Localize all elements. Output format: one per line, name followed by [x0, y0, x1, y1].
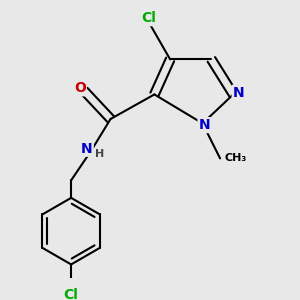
Text: O: O	[74, 81, 86, 95]
Text: Cl: Cl	[141, 11, 156, 25]
Text: CH₃: CH₃	[224, 153, 247, 164]
Text: N: N	[81, 142, 93, 156]
Text: N: N	[233, 86, 244, 100]
Text: Cl: Cl	[64, 288, 79, 300]
Text: N: N	[199, 118, 210, 132]
Text: H: H	[94, 149, 104, 159]
